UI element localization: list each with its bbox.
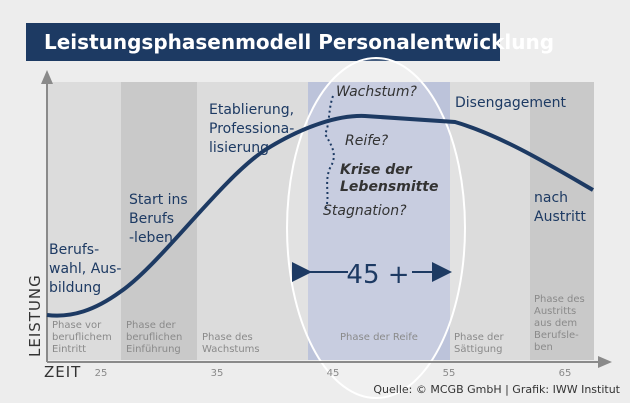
phase-label-1: Phase vor beruflichem Eintritt [52, 320, 115, 355]
phase-band-6 [530, 82, 594, 360]
crisis-krise: Krise der Lebensmitte [340, 162, 439, 195]
page-title: Leistungsphasenmodell Personalentwicklun… [26, 23, 554, 61]
source-credit: Quelle: © MCGB GmbH | Grafik: IWW Instit… [373, 383, 620, 396]
crisis-highlight-ellipse [286, 57, 466, 399]
phase-label-6: Phase des Austritts aus dem Berufsle- be… [534, 294, 588, 353]
phase-label-4: Phase der Reife [340, 332, 418, 343]
phase-band-4 [308, 82, 450, 360]
x-tick-45: 45 [327, 368, 340, 379]
y-axis-arrow [41, 70, 53, 84]
crisis-reife: Reife? [345, 133, 389, 149]
crisis-wachstum: Wachstum? [336, 84, 418, 100]
stage-austritt: nach Austritt [534, 190, 586, 225]
phase-label-3: Phase des Wachstums [202, 332, 260, 355]
phase-label-2: Phase der beruflichen Einführung [126, 320, 186, 355]
x-tick-55: 55 [443, 368, 456, 379]
phase-band-1 [47, 82, 121, 360]
crisis-stagnation: Stagnation? [323, 203, 407, 219]
phase-band-5 [450, 82, 530, 360]
phase-band-2 [121, 82, 197, 360]
x-axis-label: ZEIT [44, 363, 81, 381]
stage-etablierung: Etablierung, Professiona- lisierung [209, 102, 299, 156]
age-marker: 45 + [346, 260, 409, 290]
performance-curve [46, 113, 595, 318]
x-tick-65: 65 [559, 368, 572, 379]
x-tick-35: 35 [211, 368, 224, 379]
phase-band-3 [197, 82, 308, 360]
crisis-dotted-path [323, 95, 335, 209]
y-axis-label: LEISTUNG [26, 274, 44, 357]
stage-berufswahl: Berufs- wahl, Aus- bildung [49, 242, 126, 296]
x-axis-arrow [598, 356, 612, 368]
phase-label-5: Phase der Sättigung [454, 332, 507, 355]
stage-disengagement: Disengagement [455, 95, 567, 111]
stage-start: Start ins Berufs -leben [129, 192, 192, 246]
x-tick-25: 25 [95, 368, 108, 379]
